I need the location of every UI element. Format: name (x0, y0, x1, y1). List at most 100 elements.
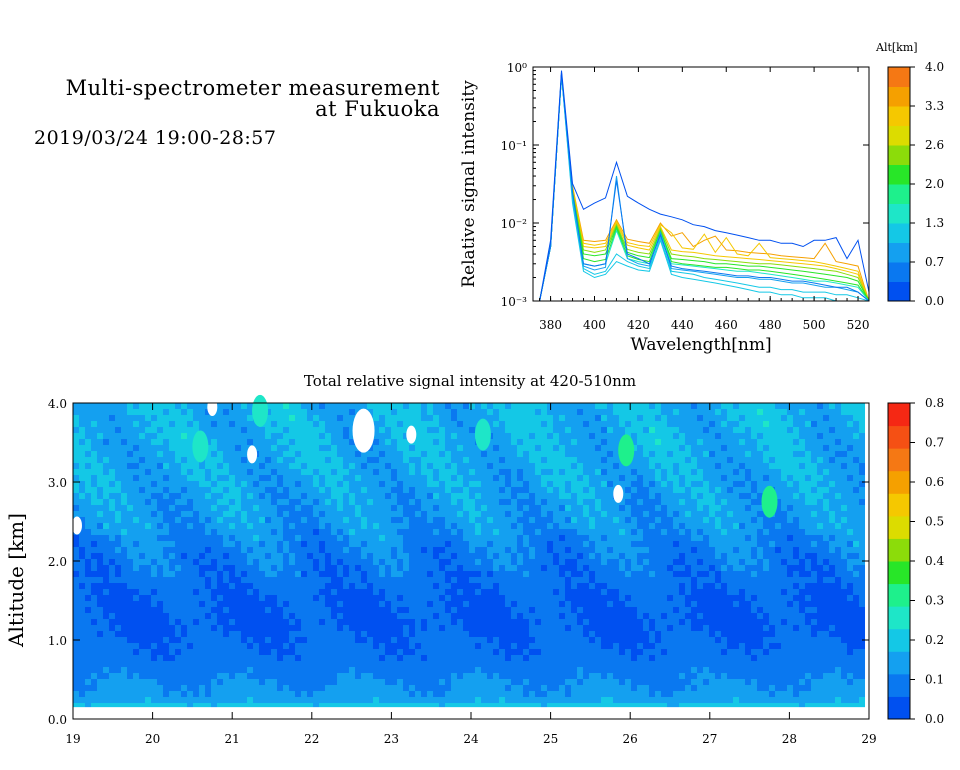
heatmap-cell (79, 613, 85, 619)
heatmap-cell (133, 691, 139, 697)
heatmap-cell (421, 631, 427, 637)
heatmap-cell (511, 577, 517, 583)
heatmap-cell (469, 601, 475, 607)
heatmap-cell (505, 619, 511, 625)
heatmap-cell (469, 445, 475, 451)
heatmap-cell (127, 421, 133, 427)
heatmap-cell (631, 553, 637, 559)
heatmap-cell (427, 643, 433, 649)
heatmap-cell (163, 427, 169, 433)
heatmap-cell (127, 613, 133, 619)
heatmap-cell (457, 463, 463, 469)
heatmap-cell (121, 559, 127, 565)
heatmap-cell (151, 421, 157, 427)
heatmap-cell (571, 463, 577, 469)
heatmap-cell (217, 613, 223, 619)
heatmap-cell (91, 547, 97, 553)
heatmap-cell (421, 541, 427, 547)
heatmap-cell (463, 613, 469, 619)
heatmap-cell (79, 559, 85, 565)
heatmap-cell (121, 553, 127, 559)
heatmap-cell (463, 529, 469, 535)
heatmap-cell (601, 589, 607, 595)
heatmap-cell (625, 685, 631, 691)
heatmap-cell (505, 613, 511, 619)
heatmap-cell (343, 547, 349, 553)
heatmap-cell (565, 463, 571, 469)
heatmap-cell (277, 499, 283, 505)
heatmap-cell (229, 553, 235, 559)
heatmap-cell (235, 559, 241, 565)
heatmap-cell (211, 529, 217, 535)
heatmap-cell (133, 499, 139, 505)
heatmap-cell (409, 499, 415, 505)
heatmap-cell (211, 523, 217, 529)
heatmap-cell (97, 493, 103, 499)
heatmap-cell (271, 619, 277, 625)
heatmap-cell (73, 433, 79, 439)
heatmap-cell (253, 643, 259, 649)
heatmap-cell (541, 649, 547, 655)
heatmap-cell (175, 439, 181, 445)
heatmap-cell (631, 469, 637, 475)
heatmap-cell (499, 529, 505, 535)
heatmap-cell (475, 457, 481, 463)
heatmap-cell (583, 511, 589, 517)
heatmap-cell (85, 553, 91, 559)
heatmap-cell (373, 655, 379, 661)
heatmap-cell (217, 583, 223, 589)
heatmap-cell (313, 505, 319, 511)
heatmap-cell (577, 637, 583, 643)
heatmap-cell (229, 631, 235, 637)
heatmap-cell (409, 421, 415, 427)
heatmap-cell (403, 595, 409, 601)
heatmap-cell (415, 649, 421, 655)
heatmap-cell (103, 697, 109, 703)
heatmap-cell (295, 667, 301, 673)
heatmap-cell (355, 673, 361, 679)
heatmap-cell (223, 685, 229, 691)
heatmap-cell (259, 517, 265, 523)
heatmap-cell (349, 409, 355, 415)
heatmap-cell (121, 535, 127, 541)
heatmap-cell (337, 469, 343, 475)
heatmap-cell (139, 475, 145, 481)
heatmap-cell (211, 439, 217, 445)
heatmap-cell (73, 439, 79, 445)
heatmap-cell (85, 481, 91, 487)
heatmap-cell (487, 601, 493, 607)
heatmap-cell (169, 427, 175, 433)
heatmap-cell (391, 541, 397, 547)
heatmap-cell (553, 601, 559, 607)
heatmap-cell (235, 601, 241, 607)
heatmap-cell (289, 403, 295, 409)
heatmap-cell (319, 589, 325, 595)
heatmap-cell (319, 619, 325, 625)
heatmap-cell (427, 691, 433, 697)
heatmap-cell (151, 631, 157, 637)
heatmap-cell (235, 445, 241, 451)
heatmap-cell (391, 463, 397, 469)
heatmap-cell (355, 703, 361, 708)
heatmap-cell (535, 523, 541, 529)
heatmap-cell (385, 643, 391, 649)
heatmap-cell (625, 577, 631, 583)
heatmap-cell (391, 481, 397, 487)
heatmap-cell (139, 487, 145, 493)
heatmap-cell (535, 607, 541, 613)
heatmap-cell (619, 571, 625, 577)
heatmap-cell (103, 529, 109, 535)
heatmap-cell (457, 697, 463, 703)
heatmap-cell (541, 673, 547, 679)
heatmap-cell (295, 625, 301, 631)
heatmap-cell (391, 577, 397, 583)
heatmap-cell (355, 493, 361, 499)
heatmap-cell (433, 523, 439, 529)
heatmap-cell (385, 571, 391, 577)
heatmap-cell (559, 571, 565, 577)
heatmap-cell (115, 613, 121, 619)
heatmap-cell (97, 439, 103, 445)
heatmap-cell (613, 523, 619, 529)
heatmap-cell (415, 529, 421, 535)
heatmap-cell (151, 679, 157, 685)
